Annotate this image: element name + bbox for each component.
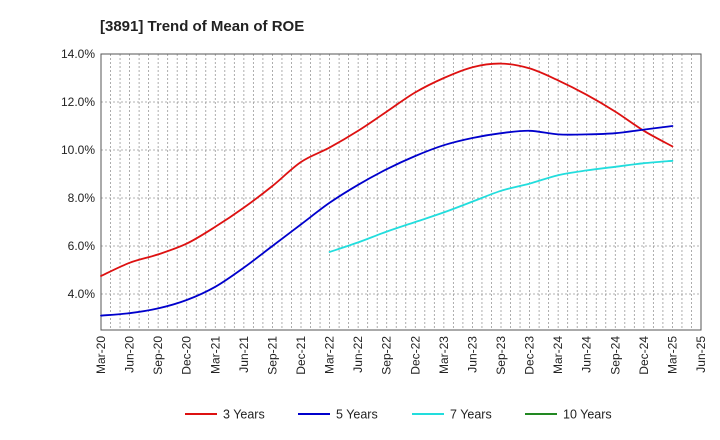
x-tick-label: Jun-22 — [351, 336, 365, 373]
legend-label-5-years: 5 Years — [336, 408, 378, 422]
x-tick-label: Jun-25 — [694, 336, 708, 373]
series-line-5-years — [100, 125, 674, 317]
x-tick-label: Jun-20 — [123, 336, 137, 373]
chart-title: [3891] Trend of Mean of ROE — [100, 18, 304, 35]
y-tick-label: 12.0% — [61, 95, 95, 109]
x-tick-label: Dec-21 — [294, 336, 308, 375]
plot-frame — [100, 53, 702, 331]
y-tick-label: 10.0% — [61, 143, 95, 157]
x-tick-label: Jun-24 — [580, 336, 594, 373]
y-tick-label: 8.0% — [68, 191, 96, 205]
x-tick-label: Mar-22 — [323, 336, 337, 374]
y-tick-label: 14.0% — [61, 47, 95, 61]
y-tick-label: 6.0% — [68, 239, 96, 253]
x-tick-label: Mar-25 — [665, 336, 679, 374]
x-tick-label: Mar-21 — [208, 336, 222, 374]
grid-lines — [100, 53, 702, 330]
x-tick-label: Sep-24 — [608, 336, 622, 375]
series-line-7-years — [328, 159, 674, 253]
x-tick-label: Mar-23 — [437, 336, 451, 374]
series-lines — [100, 62, 674, 317]
x-tick-label: Sep-20 — [151, 336, 165, 375]
x-tick-label: Jun-23 — [465, 336, 479, 373]
legend: 3 Years 5 Years 7 Years 10 Years — [185, 408, 612, 422]
x-tick-label: Sep-21 — [265, 336, 279, 375]
x-tick-label: Dec-22 — [408, 336, 422, 375]
legend-label-10-years: 10 Years — [563, 408, 612, 422]
axes: 4.0% 6.0% 8.0% 10.0% 12.0% 14.0% Mar-20 Jun-20 S… — [61, 47, 708, 375]
x-tick-label: Sep-22 — [380, 336, 394, 375]
y-tick-label: 4.0% — [68, 287, 96, 301]
legend-label-3-years: 3 Years — [223, 408, 265, 422]
legend-label-7-years: 7 Years — [450, 408, 492, 422]
x-tick-label: Dec-23 — [523, 336, 537, 375]
x-tick-label: Dec-20 — [180, 336, 194, 375]
x-tick-label: Dec-24 — [637, 336, 651, 375]
x-tick-label: Mar-20 — [94, 336, 108, 374]
series-line-3-years — [100, 62, 674, 277]
x-tick-label: Sep-23 — [494, 336, 508, 375]
x-tick-label: Mar-24 — [551, 336, 565, 374]
x-tick-label: Jun-21 — [237, 336, 251, 373]
plot-area — [101, 54, 701, 330]
